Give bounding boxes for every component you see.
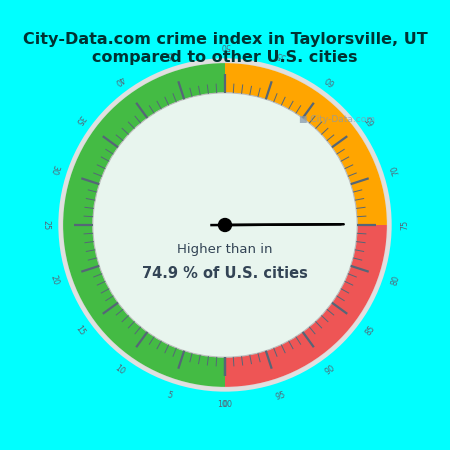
Text: 0: 0: [222, 400, 228, 409]
Text: Higher than in: Higher than in: [177, 243, 273, 256]
Text: compared to other U.S. cities: compared to other U.S. cities: [92, 50, 358, 65]
Text: 75: 75: [400, 220, 409, 230]
Text: ■ City-Data.com: ■ City-Data.com: [299, 115, 375, 124]
Text: 40: 40: [113, 73, 126, 86]
Text: 25: 25: [41, 220, 50, 230]
Text: 80: 80: [390, 274, 401, 287]
Circle shape: [60, 60, 390, 390]
Circle shape: [219, 219, 231, 231]
Text: 30: 30: [49, 163, 60, 176]
Text: 50: 50: [220, 41, 230, 50]
Text: 45: 45: [163, 49, 176, 60]
Text: 35: 35: [73, 113, 86, 126]
Wedge shape: [225, 225, 387, 387]
Text: 70: 70: [390, 163, 401, 176]
Wedge shape: [63, 63, 225, 387]
Text: 65: 65: [364, 113, 377, 126]
Text: 55: 55: [274, 49, 287, 60]
Circle shape: [93, 93, 357, 357]
Text: City-Data.com crime index in Taylorsville, UT: City-Data.com crime index in Taylorsvill…: [22, 32, 427, 47]
Text: 10: 10: [113, 364, 126, 377]
Text: 100: 100: [217, 400, 233, 409]
Wedge shape: [225, 63, 387, 225]
Text: 74.9 % of U.S. cities: 74.9 % of U.S. cities: [142, 266, 308, 281]
Text: 15: 15: [73, 324, 86, 337]
Text: 90: 90: [324, 364, 337, 377]
Text: 20: 20: [49, 274, 60, 287]
Wedge shape: [63, 63, 387, 387]
Text: 5: 5: [166, 391, 173, 401]
Text: 60: 60: [324, 73, 337, 86]
Text: 85: 85: [364, 324, 377, 337]
Text: 95: 95: [274, 390, 287, 401]
